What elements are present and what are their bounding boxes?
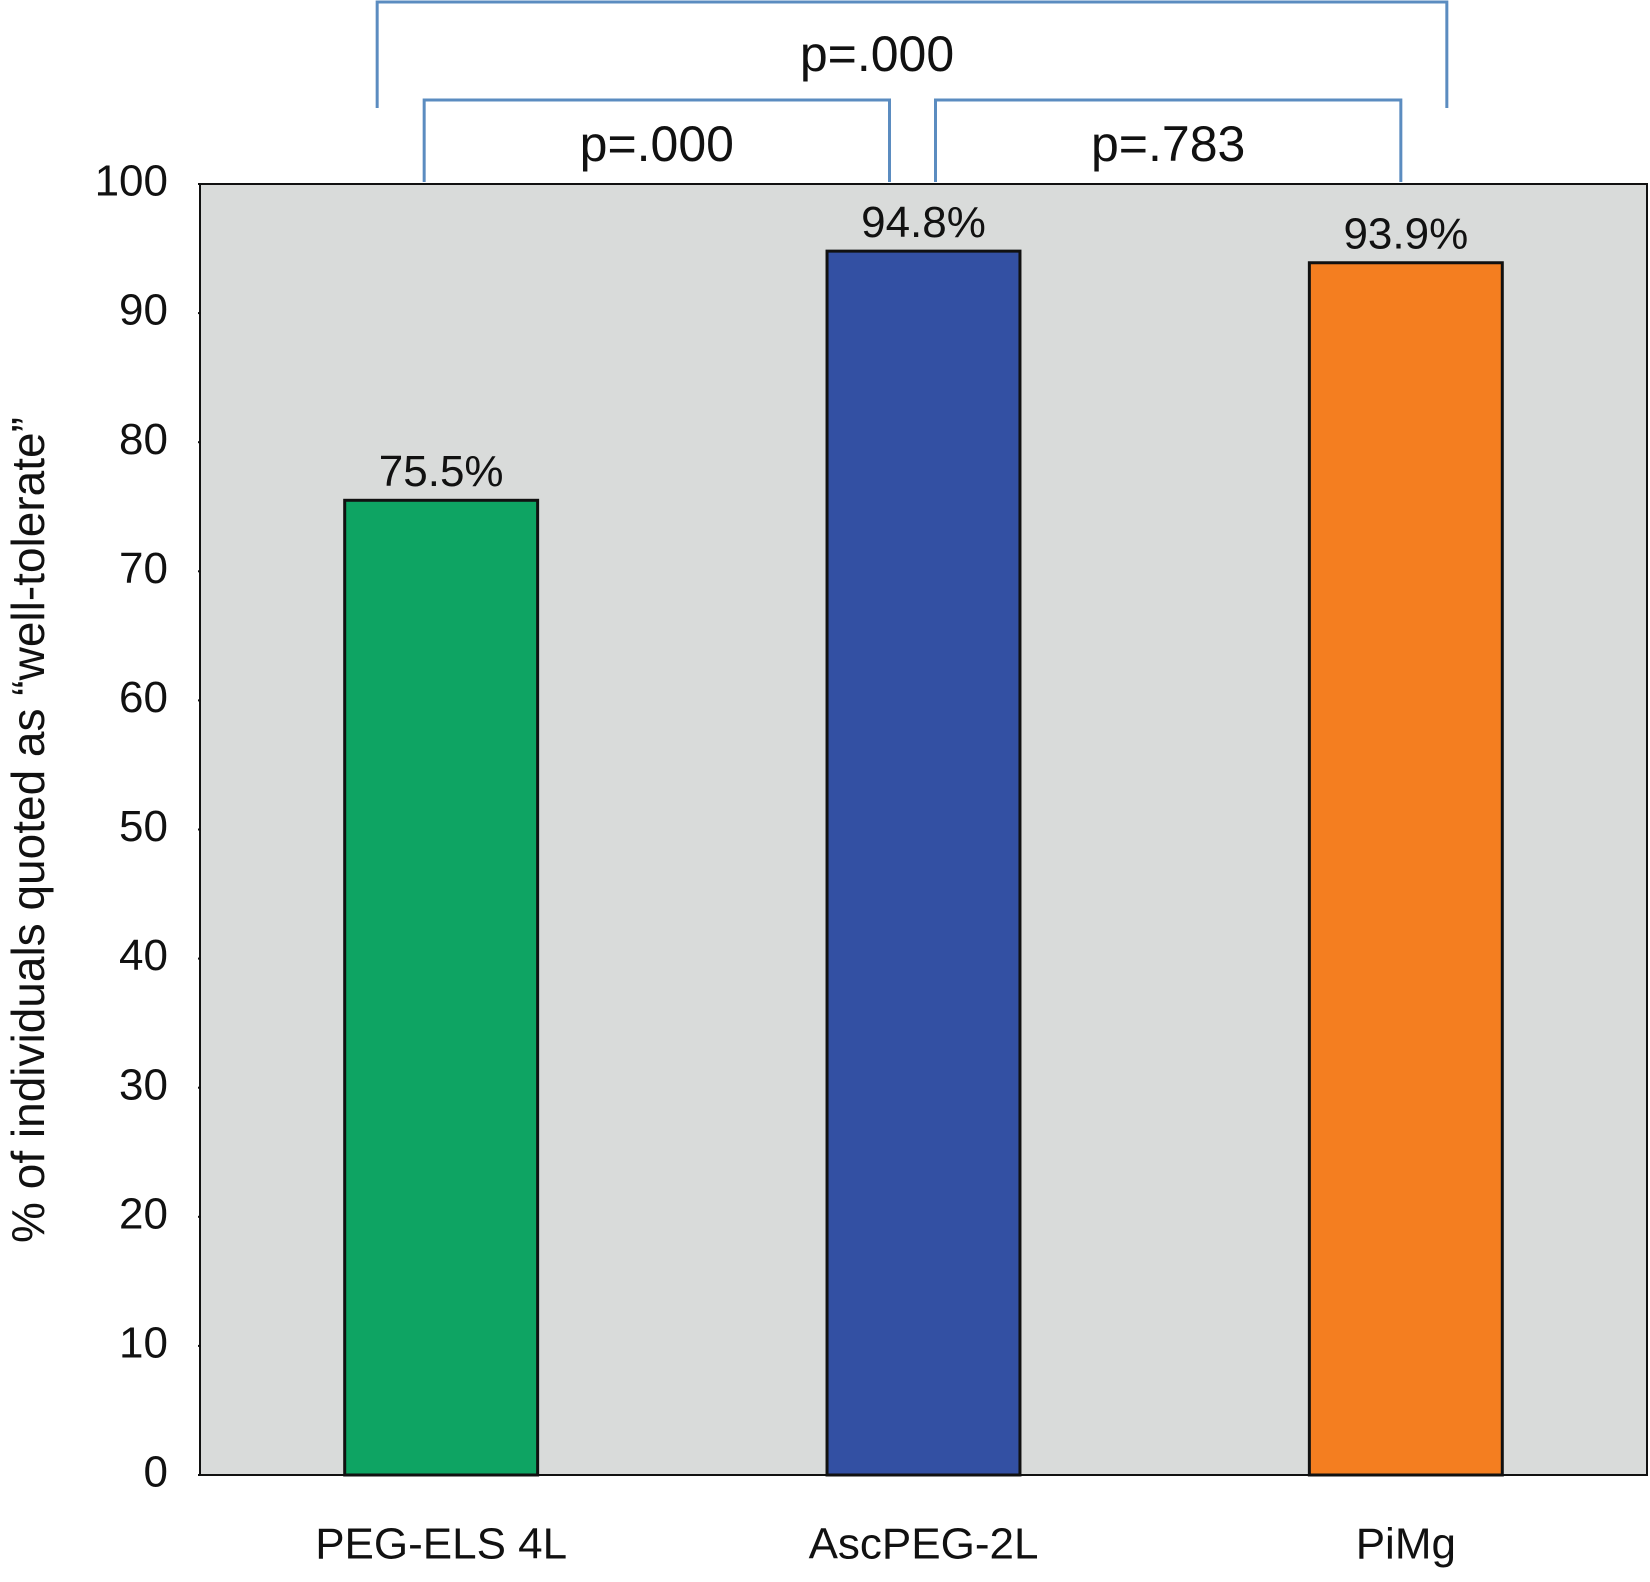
- y-tick-label: 100: [95, 157, 168, 206]
- bar: [343, 498, 540, 1477]
- value-label: 75.5%: [379, 447, 504, 496]
- value-label: 93.9%: [1343, 209, 1468, 258]
- significance-bracket: [422, 98, 891, 182]
- significance-bracket: [934, 98, 1403, 182]
- y-tick-label: 80: [119, 415, 168, 464]
- y-tick-label: 20: [119, 1189, 168, 1238]
- bar: [825, 249, 1022, 1477]
- y-tick-label: 10: [119, 1319, 168, 1368]
- y-tick-label: 90: [119, 286, 168, 335]
- y-tick-label: 70: [119, 544, 168, 593]
- x-tick-label: PiMg: [1356, 1520, 1456, 1569]
- x-tick-label: PEG-ELS 4L: [315, 1520, 567, 1569]
- y-tick-label: 0: [144, 1448, 168, 1497]
- bar: [1307, 261, 1504, 1477]
- y-tick-label: 50: [119, 802, 168, 851]
- significance-bracket: [375, 0, 1449, 108]
- p-value-label: p=.000: [800, 26, 954, 82]
- y-tick-label: 30: [119, 1060, 168, 1109]
- value-label: 94.8%: [861, 198, 986, 247]
- y-axis-title: % of individuals quoted as “well-tolerat…: [2, 417, 54, 1243]
- x-tick-label: AscPEG-2L: [809, 1520, 1039, 1569]
- y-tick-label: 40: [119, 931, 168, 980]
- p-value-label: p=.000: [580, 116, 734, 172]
- y-tick-label: 60: [119, 673, 168, 722]
- p-value-label: p=.783: [1091, 116, 1245, 172]
